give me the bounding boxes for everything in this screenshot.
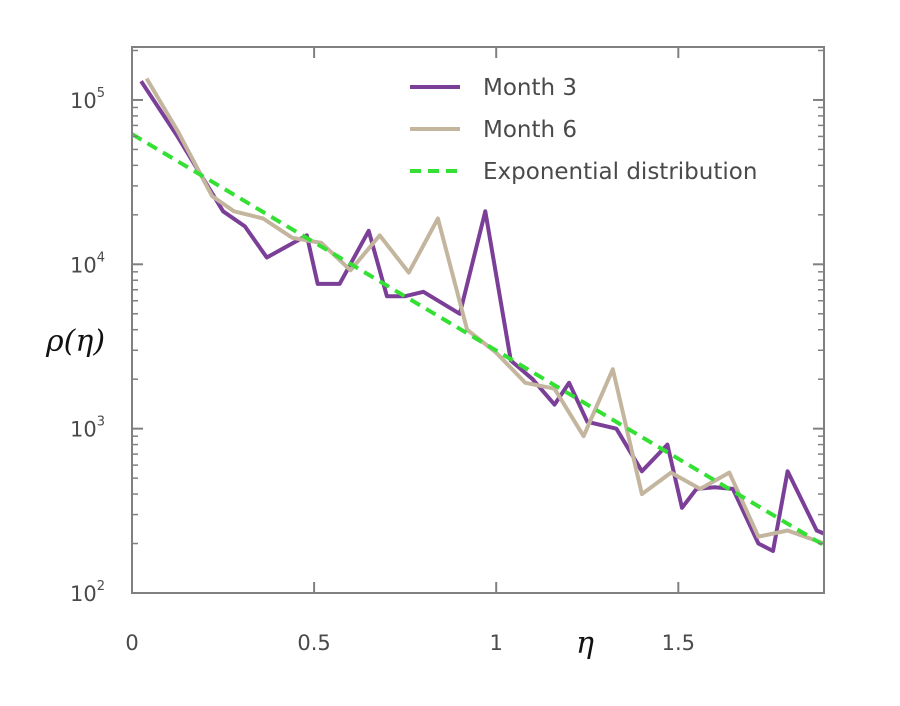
ticks-layer [131, 47, 824, 594]
y-tick-label: 103 [70, 415, 105, 442]
legend-label-3: Exponential distribution [483, 159, 757, 185]
x-tick-label: 0.5 [297, 631, 330, 655]
legend: Month 3 Month 6 Exponential distribution [410, 75, 757, 185]
x-tick-label: 1 [490, 631, 503, 655]
legend-label-1: Month 3 [483, 75, 577, 101]
legend-label-2: Month 6 [483, 117, 577, 143]
y-axis-title: ρ(η) [45, 324, 105, 359]
y-tick-label: 102 [70, 579, 105, 606]
series-line-2 [144, 77, 824, 546]
x-axis-title: η [576, 626, 594, 661]
series-line-3 [132, 132, 824, 548]
tick-labels-layer: 0 0.5 1 1.5 102 103 104 105 [70, 86, 695, 655]
y-tick-label: 105 [70, 86, 105, 113]
y-tick-label: 104 [70, 250, 105, 277]
x-tick-label: 1.5 [662, 631, 695, 655]
series-line-1 [139, 80, 824, 553]
x-tick-label: 0 [125, 631, 138, 655]
plot-frame [131, 46, 825, 594]
series-layer [132, 77, 824, 553]
